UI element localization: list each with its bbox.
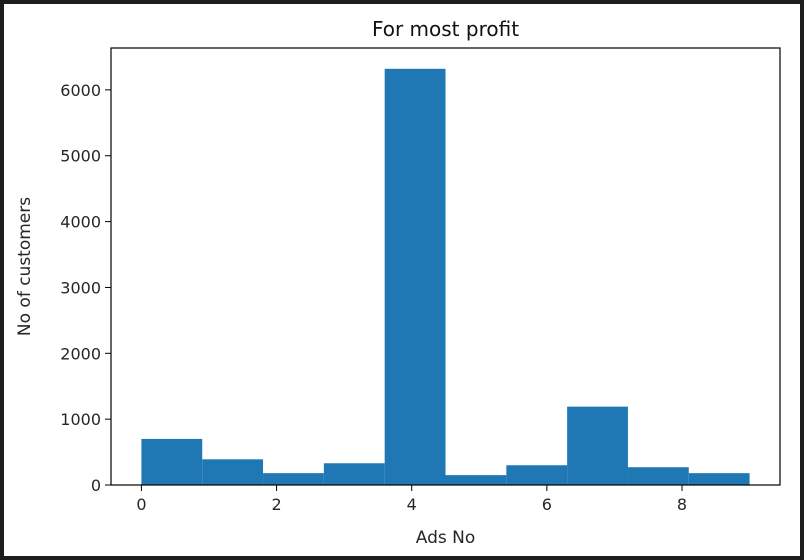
- figure: For most profit 0 2 4 6 8 0 1000 2000 3000 4000 5…: [4, 4, 800, 556]
- histogram-bar-4: [384, 68, 446, 486]
- y-tick-label: 0: [91, 476, 101, 495]
- y-tick-label: 6000: [60, 81, 101, 100]
- histogram-bar-8: [627, 467, 689, 485]
- y-axis-ticks: 0 1000 2000 3000 4000 5000 6000: [60, 81, 111, 495]
- histogram-chart: For most profit 0 2 4 6 8 0 1000 2000 3000 4000 5…: [15, 17, 781, 548]
- histogram-bar-5: [445, 475, 507, 485]
- y-tick-label: 4000: [60, 213, 101, 232]
- x-tick-label: 4: [407, 495, 417, 514]
- y-tick-label: 3000: [60, 278, 101, 297]
- y-axis-label: No of customers: [15, 197, 35, 336]
- histogram-bar-7: [567, 406, 628, 485]
- x-tick-label: 0: [136, 495, 146, 514]
- x-axis-ticks: 0 2 4 6 8: [136, 485, 687, 514]
- histogram-bar-2: [263, 473, 324, 485]
- bars-group: [141, 68, 750, 486]
- y-tick-label: 5000: [60, 147, 101, 166]
- histogram-bar-9: [688, 473, 750, 485]
- histogram-bar-6: [506, 465, 568, 485]
- histogram-bar-3: [323, 463, 385, 485]
- x-tick-label: 6: [542, 495, 552, 514]
- x-tick-label: 8: [677, 495, 687, 514]
- x-axis-label: Ads No: [416, 528, 476, 548]
- y-tick-label: 1000: [60, 410, 101, 429]
- histogram-bar-0: [141, 438, 203, 485]
- chart-title: For most profit: [372, 17, 519, 41]
- x-tick-label: 2: [271, 495, 281, 514]
- y-tick-label: 2000: [60, 344, 101, 363]
- axes-frame: [110, 47, 781, 486]
- histogram-bar-1: [202, 459, 264, 485]
